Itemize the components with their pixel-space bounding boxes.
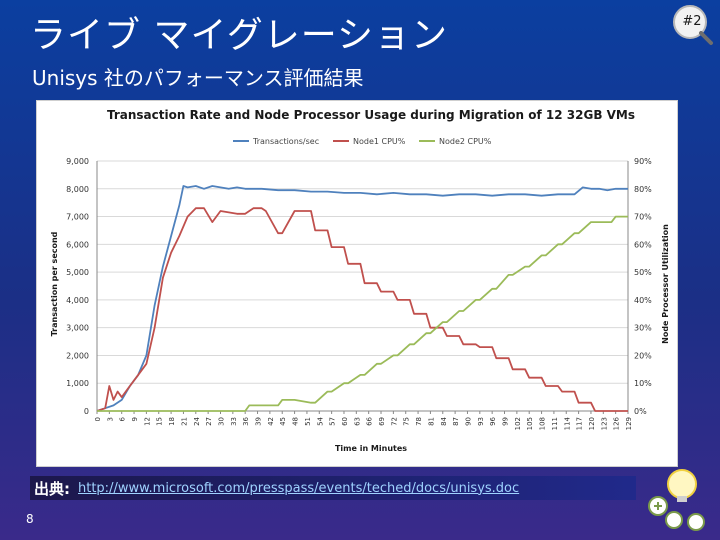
- chart-gridlines: [96, 160, 629, 412]
- series-line-node1-cpu: [96, 207, 628, 412]
- x-tick-label: 129: [625, 417, 633, 430]
- x-tick-label: 108: [539, 417, 547, 430]
- y2-tick-label: 10%: [634, 379, 652, 388]
- y2-axis-ticks: 0% 10% 20% 30% 40% 50% 60% 70% 80% 90%: [634, 157, 652, 416]
- x-tick-label: 123: [600, 417, 608, 430]
- series-line-node2-cpu: [97, 215, 628, 412]
- x-tick-label: 114: [563, 416, 571, 430]
- slide-badge-label: #2: [682, 14, 702, 29]
- y-tick-label: 4,000: [66, 296, 89, 305]
- y-axis-ticks: 0 1,000 2,000 3,000 4,000 5,000 6,000 7,000 8,00…: [66, 157, 89, 416]
- y-tick-label: 7,000: [66, 213, 89, 222]
- source-label: 出典:: [34, 479, 70, 498]
- x-tick-label: 51: [304, 417, 312, 426]
- x-tick-label: 57: [329, 417, 337, 426]
- x-tick-label: 54: [316, 416, 324, 425]
- x-tick-label: 3: [106, 417, 114, 421]
- x-tick-label: 30: [217, 417, 225, 426]
- x-tick-label: 75: [403, 417, 411, 426]
- x-tick-label: 39: [255, 417, 263, 426]
- x-tick-label: 36: [242, 416, 250, 425]
- y-tick-label: 2,000: [66, 351, 89, 360]
- slide-subtitle: Unisys 社のパフォーマンス評価結果: [32, 66, 364, 90]
- x-tick-label: 21: [180, 417, 188, 426]
- x-tick-label: 111: [551, 417, 559, 430]
- x-tick-label: 42: [267, 417, 275, 426]
- y-tick-label: 5,000: [66, 268, 89, 277]
- x-tick-label: 78: [415, 417, 423, 426]
- chart-legend: Transactions/sec Node1 CPU% Node2 CPU%: [233, 137, 492, 146]
- y2-tick-label: 60%: [634, 240, 652, 249]
- x-tick-label: 60: [341, 417, 349, 426]
- x-tick-label: 117: [576, 417, 584, 430]
- series-line-transactions: [96, 185, 628, 412]
- x-axis-label: Time in Minutes: [335, 444, 407, 453]
- x-tick-label: 90: [464, 417, 472, 426]
- x-tick-label: 120: [588, 417, 596, 430]
- y-tick-label: 1,000: [66, 379, 89, 388]
- slide-title: ライブ マイグレーション: [30, 15, 449, 56]
- x-tick-label: 96: [489, 416, 497, 425]
- x-tick-label: 24: [193, 416, 201, 425]
- x-tick-label: 27: [205, 417, 213, 426]
- legend-label-transactions: Transactions/sec: [252, 137, 319, 146]
- x-tick-label: 15: [156, 417, 164, 426]
- x-tick-label: 12: [143, 417, 151, 426]
- x-tick-label: 45: [279, 417, 287, 426]
- source-bar: 出典: http://www.microsoft.com/presspass/e…: [30, 476, 636, 500]
- line-chart: Transaction Rate and Node Processor Usag…: [50, 108, 670, 453]
- chart-title: Transaction Rate and Node Processor Usag…: [107, 108, 635, 122]
- x-tick-label: 72: [390, 417, 398, 426]
- x-tick-label: 84: [440, 416, 448, 425]
- x-tick-label: 33: [230, 417, 238, 426]
- x-tick-label: 81: [427, 417, 435, 426]
- y2-tick-label: 20%: [634, 351, 652, 360]
- y-tick-label: 6,000: [66, 240, 89, 249]
- chart-panel: Transaction Rate and Node Processor Usag…: [36, 100, 678, 467]
- x-tick-label: 6: [119, 416, 127, 421]
- y-axis-label: Transaction per second: [50, 231, 59, 336]
- x-tick-label: 18: [168, 417, 176, 426]
- x-tick-label: 87: [452, 417, 460, 426]
- y2-axis-label: Node Processor Utilization: [661, 224, 670, 344]
- y2-tick-label: 90%: [634, 157, 652, 166]
- x-tick-label: 63: [353, 417, 361, 426]
- x-tick-label: 99: [502, 417, 510, 426]
- decorative-lightbulb-icon: [648, 469, 705, 531]
- magnifier-badge-icon: [673, 5, 713, 45]
- y-tick-label: 9,000: [66, 157, 89, 166]
- y2-tick-label: 30%: [634, 324, 652, 333]
- y2-tick-label: 70%: [634, 213, 652, 222]
- y2-tick-label: 50%: [634, 268, 652, 277]
- chart-series: [96, 185, 628, 412]
- y2-tick-label: 0%: [634, 407, 647, 416]
- legend-label-node1: Node1 CPU%: [353, 137, 406, 146]
- page-number: 8: [26, 512, 34, 526]
- x-axis-ticks: 0 3 6 9 12 15 18 21 24 27 30 33 36 39 42 45 48 51 54 57 60 63…: [94, 411, 633, 430]
- y2-tick-label: 80%: [634, 185, 652, 194]
- y2-tick-label: 40%: [634, 296, 652, 305]
- y-tick-label: 8,000: [66, 185, 89, 194]
- legend-label-node2: Node2 CPU%: [439, 137, 492, 146]
- x-tick-label: 0: [94, 417, 102, 421]
- x-tick-label: 102: [514, 417, 522, 430]
- x-tick-label: 126: [613, 416, 621, 430]
- source-link[interactable]: http://www.microsoft.com/presspass/event…: [78, 480, 520, 496]
- x-tick-label: 48: [292, 417, 300, 426]
- x-tick-label: 105: [526, 417, 534, 430]
- y-tick-label: 3,000: [66, 324, 89, 333]
- x-tick-label: 93: [477, 417, 485, 426]
- y-tick-label: 0: [84, 407, 89, 416]
- x-tick-label: 9: [131, 417, 139, 421]
- x-tick-label: 66: [366, 416, 374, 425]
- x-tick-label: 69: [378, 417, 386, 426]
